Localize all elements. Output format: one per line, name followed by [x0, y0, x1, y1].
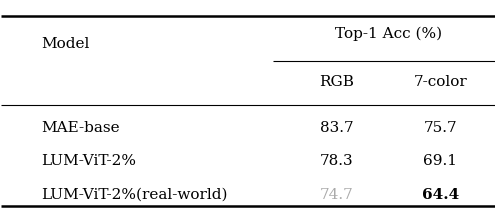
Text: Model: Model — [41, 37, 89, 51]
Text: RGB: RGB — [319, 75, 354, 89]
Text: LUM-ViT-2%: LUM-ViT-2% — [41, 155, 136, 169]
Text: 83.7: 83.7 — [320, 121, 354, 135]
Text: 78.3: 78.3 — [320, 155, 354, 169]
Text: LUM-ViT-2%(real-world): LUM-ViT-2%(real-world) — [41, 188, 227, 202]
Text: 74.7: 74.7 — [320, 188, 354, 202]
Text: 64.4: 64.4 — [422, 188, 459, 202]
Text: Top-1 Acc (%): Top-1 Acc (%) — [335, 27, 442, 41]
Text: MAE-base: MAE-base — [41, 121, 120, 135]
Text: 7-color: 7-color — [414, 75, 467, 89]
Text: 69.1: 69.1 — [424, 155, 457, 169]
Text: 75.7: 75.7 — [424, 121, 457, 135]
